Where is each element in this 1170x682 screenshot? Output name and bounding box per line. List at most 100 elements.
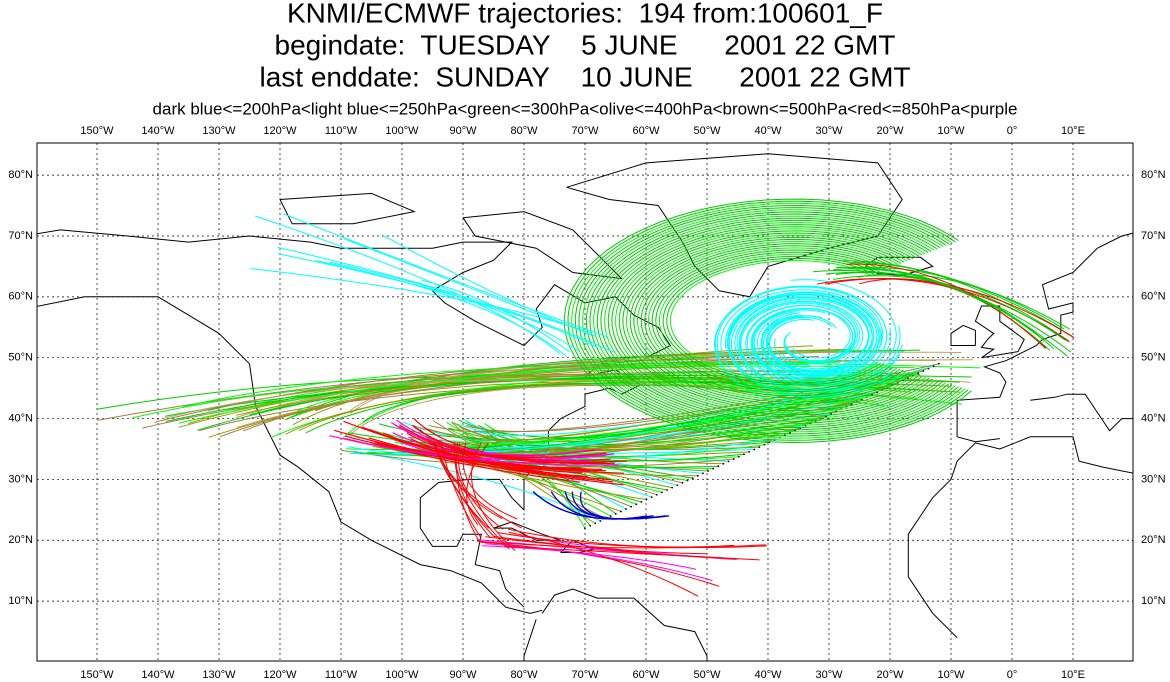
- trajectory-end: [732, 458, 735, 460]
- lon-label: 20°W: [876, 125, 904, 137]
- lon-label: 0°: [1007, 125, 1018, 137]
- lat-label: 10°N: [8, 595, 33, 607]
- trajectory: [283, 213, 609, 338]
- title-line: last enddate: SUNDAY 10 JUNE 2001 22 GMT: [259, 61, 910, 92]
- trajectory-end: [937, 362, 940, 365]
- trajectory: [644, 245, 901, 397]
- trajectory-end: [712, 467, 715, 470]
- trajectory-end: [676, 484, 679, 487]
- trajectory: [615, 228, 927, 414]
- trajectory: [727, 293, 892, 399]
- lat-label: 60°N: [1141, 291, 1166, 303]
- coastline: [462, 211, 623, 280]
- trajectory: [728, 294, 873, 388]
- trajectory: [847, 266, 1065, 330]
- trajectory: [465, 368, 929, 442]
- lon-label: 40°W: [754, 125, 782, 137]
- lat-label: 30°N: [8, 473, 33, 485]
- lat-label: 40°N: [1141, 412, 1166, 424]
- coastline: [974, 305, 1025, 359]
- trajectory: [182, 362, 981, 408]
- trajectory: [611, 226, 930, 416]
- trajectory-end: [907, 377, 909, 379]
- trajectory-end: [661, 491, 663, 494]
- trajectory: [567, 200, 969, 441]
- trajectory: [658, 253, 888, 388]
- lat-label: 40°N: [8, 412, 33, 424]
- lon-label: 80°W: [510, 669, 538, 681]
- trajectory: [345, 435, 607, 472]
- trajectory-end: [625, 508, 627, 510]
- lon-label: 150°W: [80, 125, 114, 137]
- trajectory: [655, 251, 891, 390]
- trajectory: [507, 528, 735, 548]
- trajectory-end: [609, 515, 612, 518]
- map-area: [37, 143, 1133, 661]
- trajectory: [835, 272, 1055, 350]
- trajectory: [859, 278, 1047, 349]
- trajectory-end: [594, 522, 597, 525]
- trajectory: [589, 213, 950, 429]
- trajectory-end: [707, 470, 709, 472]
- lon-label: 140°W: [141, 125, 175, 137]
- lon-label: 120°W: [263, 125, 297, 137]
- trajectory: [440, 442, 482, 538]
- trajectory: [629, 236, 914, 405]
- trajectory-end: [917, 372, 920, 375]
- title-line: KNMI/ECMWF trajectories: 194 from:100601…: [287, 0, 883, 28]
- lat-label: 70°N: [8, 230, 33, 242]
- trajectory: [647, 247, 898, 395]
- trajectory: [662, 255, 885, 386]
- lon-label: 120°W: [263, 669, 297, 681]
- legend: dark blue<=200hPa<light blue<=250hPa<gre…: [153, 99, 1018, 118]
- trajectory-end: [696, 474, 699, 477]
- trajectory: [846, 263, 1046, 349]
- lon-label: 60°W: [632, 669, 660, 681]
- lon-label: 40°W: [754, 669, 782, 681]
- trajectory: [508, 531, 699, 597]
- lon-label: 10°W: [937, 125, 965, 137]
- lat-label: 50°N: [1141, 352, 1166, 364]
- trajectory-end: [850, 403, 853, 406]
- trajectory: [347, 432, 770, 451]
- trajectory: [633, 238, 911, 403]
- lat-label: 70°N: [1141, 230, 1166, 242]
- trajectory: [161, 379, 878, 420]
- lon-label: 10°W: [937, 669, 965, 681]
- lon-label: 140°W: [141, 669, 175, 681]
- trajectory-end: [753, 448, 756, 451]
- lon-label: 50°W: [693, 669, 721, 681]
- trajectory: [97, 360, 841, 421]
- coastline: [907, 436, 1133, 639]
- trajectory: [454, 442, 491, 539]
- lat-label: 20°N: [1141, 534, 1166, 546]
- coastline: [523, 619, 537, 661]
- trajectory: [255, 215, 561, 355]
- trajectory: [361, 426, 588, 478]
- trajectory-end: [630, 505, 633, 508]
- trajectory-end: [650, 496, 653, 499]
- trajectory-end: [717, 465, 720, 468]
- trajectory: [636, 240, 907, 401]
- trajectory-end: [727, 460, 730, 463]
- trajectory-end: [640, 501, 643, 503]
- trajectory: [571, 491, 666, 520]
- lat-label: 10°N: [1141, 595, 1166, 607]
- trajectory-end: [922, 370, 925, 372]
- lon-label: 70°W: [571, 669, 599, 681]
- lon-label: 130°W: [202, 125, 236, 137]
- trajectory: [343, 238, 563, 325]
- trajectory: [329, 261, 579, 352]
- trajectory: [462, 442, 518, 520]
- trajectory: [582, 209, 956, 433]
- trajectory-end: [686, 479, 689, 482]
- trajectory: [466, 442, 489, 526]
- trajectory: [833, 275, 1066, 341]
- trajectory-end: [932, 365, 935, 368]
- coastline: [950, 324, 976, 346]
- trajectory-end: [584, 527, 586, 530]
- trajectory: [738, 298, 870, 375]
- coastline: [493, 521, 561, 541]
